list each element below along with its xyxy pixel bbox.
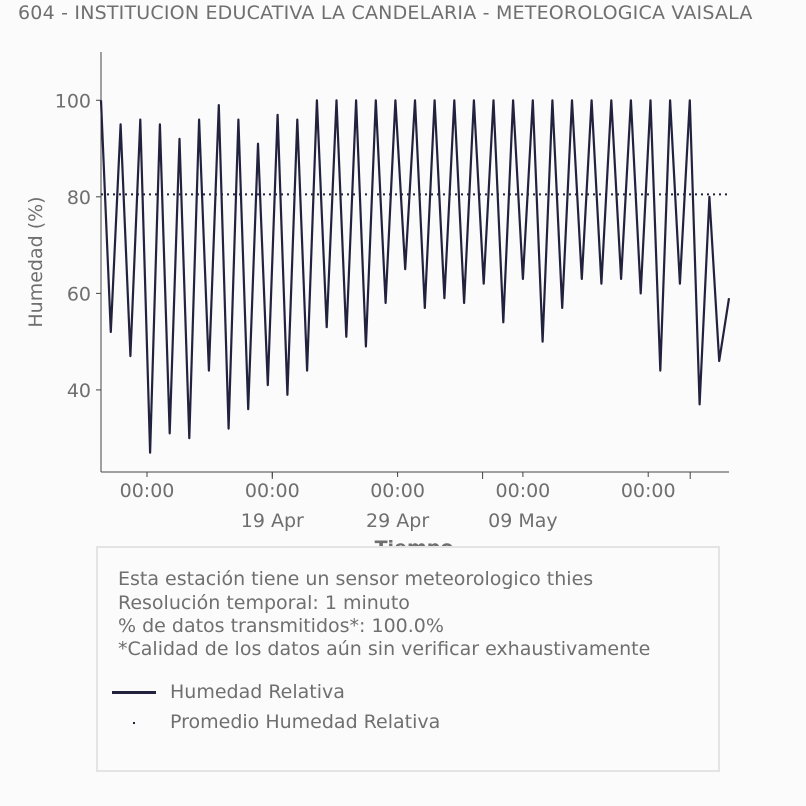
y-ticks: 40 60 80 100: [55, 90, 101, 402]
info-quality-note: *Calidad de los datos aún sin verificar …: [118, 638, 651, 660]
x-date-label: 29 Apr: [366, 510, 429, 532]
x-tick-label: 00:00: [370, 480, 425, 502]
y-tick-label: 40: [67, 380, 91, 402]
legend-swatch-humidity: [112, 691, 156, 694]
chart-title: 604 - INSTITUCION EDUCATIVA LA CANDELARI…: [18, 2, 753, 24]
info-transmitted: % de datos transmitidos*: 100.0%: [118, 615, 444, 637]
x-ticks: 00:00 00:00 19 Apr 00:00 29 Apr 00:00 09 May 00…: [120, 472, 691, 532]
info-box: Esta estación tiene un sensor meteorolog…: [96, 546, 720, 772]
humidity-line: [99, 99, 731, 454]
y-tick-label: 100: [55, 90, 91, 112]
x-tick-label: 00:00: [245, 480, 300, 502]
x-tick-label: 00:00: [496, 480, 551, 502]
x-tick-label: 00:00: [120, 480, 175, 502]
y-tick-label: 80: [67, 187, 91, 209]
series-group: [99, 99, 731, 454]
legend-swatch-average: [133, 722, 135, 724]
y-axis-label: Humedad (%): [25, 196, 47, 327]
x-tick-label: 00:00: [621, 480, 676, 502]
info-sensor: Esta estación tiene un sensor meteorolog…: [118, 568, 594, 590]
x-date-label: 09 May: [488, 510, 558, 532]
x-date-label: 19 Apr: [241, 510, 304, 532]
info-resolution: Resolución temporal: 1 minuto: [118, 592, 410, 614]
y-tick-label: 60: [67, 283, 91, 305]
legend-label-average: Promedio Humedad Relativa: [170, 711, 441, 733]
legend-label-humidity: Humedad Relativa: [170, 681, 345, 703]
